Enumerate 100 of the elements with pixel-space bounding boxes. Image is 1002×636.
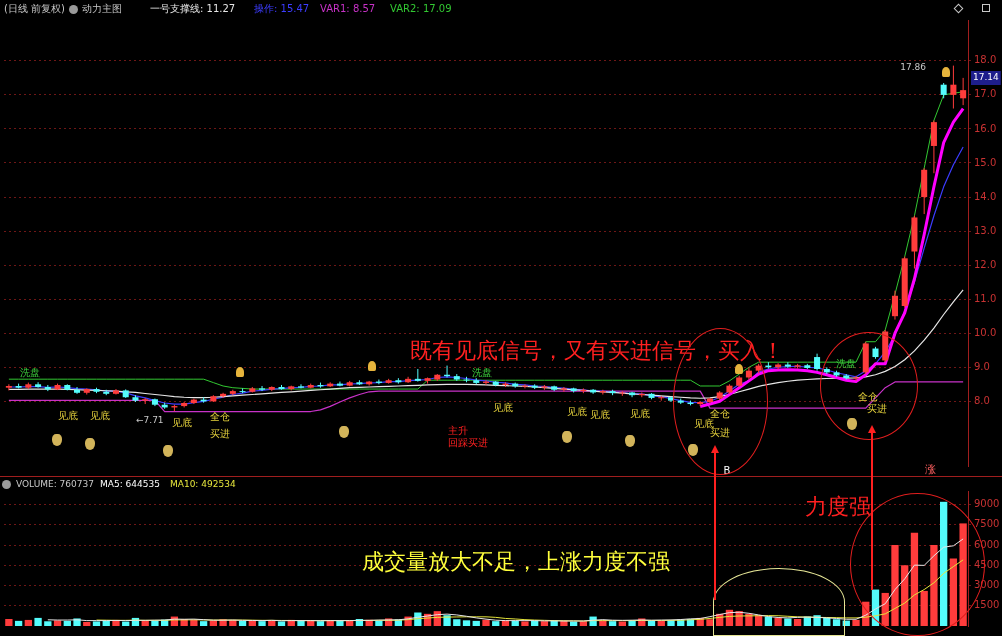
bar — [482, 619, 490, 626]
bar — [511, 620, 519, 626]
bar — [24, 619, 32, 626]
candlestick — [930, 119, 937, 174]
y-tick-label: 12.0 — [974, 258, 997, 270]
bar — [238, 620, 247, 626]
text: 17.14 — [973, 72, 1000, 83]
candlestick — [297, 383, 305, 389]
bar — [764, 616, 773, 626]
bar — [813, 615, 821, 626]
y-tick-label: 18.0 — [974, 54, 997, 66]
y-tick-label: 7500 — [974, 518, 1000, 530]
bar — [657, 620, 665, 626]
y-tick-label: 1500 — [974, 599, 1000, 611]
text: MA5: 644535 — [100, 479, 160, 490]
bar — [628, 620, 636, 626]
candlestick — [784, 361, 791, 369]
bar — [832, 619, 841, 626]
y-tick-label: 8.0 — [974, 394, 990, 406]
annotation: 见底 — [567, 405, 587, 417]
text: VOLUME: 760737 — [16, 479, 94, 490]
annotation: 全仓 — [210, 410, 230, 422]
annotation: 成交量放大不足，上涨力度不强 — [362, 548, 670, 574]
annotation: 涨 — [924, 462, 936, 476]
bar — [190, 619, 198, 626]
bar — [959, 523, 967, 626]
text: VAR1: 8.57 — [320, 2, 376, 14]
annotation: 主升 — [448, 424, 468, 436]
annotation: 全仓 — [858, 390, 878, 402]
annotation: 见底 — [90, 409, 110, 421]
y-tick-label: 11.0 — [974, 292, 997, 304]
annotation: 见底 — [172, 416, 192, 428]
y-tick-label: 9000 — [974, 498, 1000, 510]
y-tick-label: 13.0 — [974, 224, 997, 236]
candlestick — [891, 290, 898, 321]
candlestick — [259, 385, 266, 392]
annotation: 洗盘 — [472, 366, 492, 378]
bar — [83, 621, 91, 626]
bar — [199, 621, 208, 626]
bar — [492, 621, 500, 626]
bar — [336, 620, 344, 626]
annotation: 买进 — [867, 402, 887, 414]
annotation: 买进 — [210, 427, 230, 439]
bar — [910, 532, 919, 626]
bar — [472, 620, 480, 626]
candlestick — [853, 375, 860, 382]
bar — [102, 620, 110, 626]
bar — [44, 621, 52, 626]
bar — [930, 545, 938, 626]
bar — [375, 620, 383, 626]
annotation: 回踩买进 — [448, 436, 488, 448]
text: 操作: 15.47 — [254, 2, 310, 14]
bar — [774, 617, 782, 626]
bar — [784, 618, 792, 626]
annotation: 洗盘 — [20, 366, 40, 378]
candlestick — [521, 383, 528, 389]
bar — [891, 545, 899, 626]
bar — [34, 617, 42, 626]
bar — [531, 620, 539, 626]
bar — [453, 619, 461, 626]
annotation: 17.86 — [900, 62, 927, 73]
annotation: B — [723, 464, 731, 476]
bar — [151, 620, 159, 626]
bar — [297, 620, 305, 626]
text: MA10: 492534 — [170, 479, 236, 490]
y-tick-label: 14.0 — [974, 190, 997, 202]
candlestick — [950, 65, 957, 110]
annotation: 见底 — [493, 401, 513, 413]
bar — [462, 620, 471, 626]
candlestick — [35, 381, 42, 389]
y-tick-label: 9.0 — [974, 360, 990, 372]
bar — [5, 618, 13, 626]
bar — [852, 619, 860, 626]
text: 一号支撑线: 11.27 — [150, 2, 236, 14]
bar — [316, 621, 325, 626]
bar — [258, 621, 266, 626]
candlestick — [560, 386, 567, 393]
bar — [608, 621, 617, 626]
bar — [940, 501, 948, 626]
annotation: 见底 — [590, 408, 610, 420]
y-tick-label: 10.0 — [974, 326, 997, 338]
annotation: 力度强 — [805, 493, 871, 519]
bar — [63, 620, 71, 626]
bar — [14, 620, 23, 626]
text: VAR2: 17.09 — [390, 2, 452, 14]
y-tick-label: 15.0 — [974, 156, 997, 168]
bar — [346, 620, 354, 626]
chart-subtitle: 动力主图 — [81, 2, 122, 16]
y-tick-label: 16.0 — [974, 122, 997, 134]
bar — [920, 590, 928, 626]
bar — [92, 621, 101, 626]
annotation: 见底 — [630, 407, 650, 419]
annotation: 见底 — [58, 409, 78, 421]
annotation: 全仓 — [710, 407, 730, 419]
annotation: 见底 — [694, 417, 714, 429]
bar — [793, 618, 802, 626]
bar — [268, 620, 276, 626]
bar — [521, 621, 529, 626]
annotation: ←7.71 — [136, 415, 164, 426]
bar — [277, 621, 286, 626]
